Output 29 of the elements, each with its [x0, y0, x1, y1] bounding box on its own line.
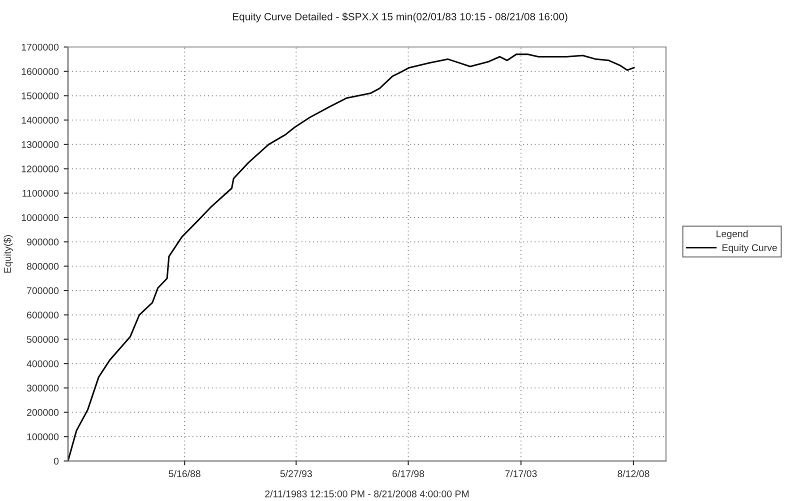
- y-tick-label: 1100000: [22, 190, 59, 197]
- y-tick-label: 1200000: [22, 166, 59, 172]
- y-tick-label: 1400000: [22, 116, 59, 124]
- x-tick-label: 6/17/98: [392, 470, 424, 478]
- y-tick-label: 500000: [26, 336, 59, 343]
- y-tick-label: 700000: [27, 287, 59, 294]
- line-series: [68, 54, 635, 461]
- y-tick-label: 1300000: [22, 141, 59, 148]
- chart-title: Equity Curve Detailed - $SPX.X 15 min(02/01/83 10:15 - 08/21/08 16:00): [232, 12, 568, 22]
- y-tick-label: 100000: [27, 433, 59, 440]
- y-tick-label: 1700000: [22, 44, 59, 51]
- x-tick-label: 7/17/03: [505, 470, 537, 478]
- y-tick-label: 800000: [26, 262, 59, 270]
- y-tick-label: 600000: [27, 312, 59, 318]
- y-tick-label: 200000: [27, 409, 59, 416]
- x-tick-label: 5/27/93: [280, 470, 312, 478]
- y-tick-label: 1000000: [22, 214, 59, 222]
- y-tick-label: 1600000: [22, 68, 59, 75]
- y-axis-title: Equity($): [4, 235, 13, 273]
- y-tick-label: 400000: [26, 360, 59, 368]
- legend-title: Legend: [716, 230, 748, 240]
- legend-label: Equity Curve: [722, 244, 777, 254]
- x-tick-label: 8/12/08: [618, 470, 650, 478]
- x-axis-title: 2/11/1983 12:15:00 PM - 8/21/2008 4:00:00 PM: [265, 490, 469, 498]
- y-tick-label: 900000: [26, 238, 59, 246]
- x-tick-label: 5/16/88: [168, 470, 200, 478]
- y-tick-label: 1500000: [22, 92, 59, 100]
- y-tick-label: 0: [54, 458, 59, 465]
- y-tick-label: 300000: [26, 384, 59, 392]
